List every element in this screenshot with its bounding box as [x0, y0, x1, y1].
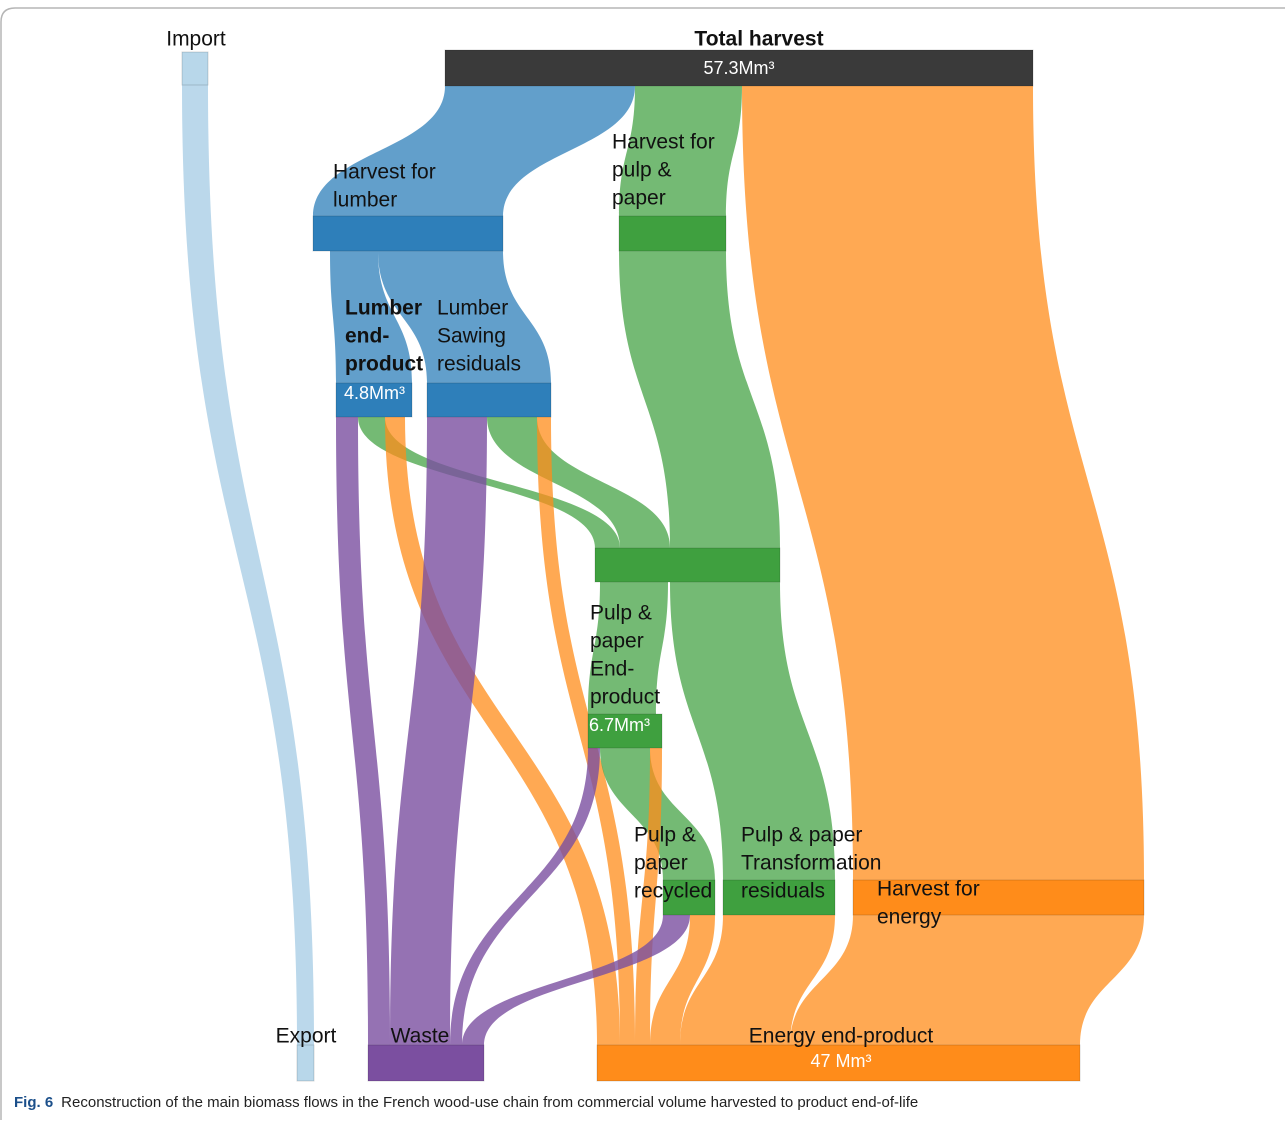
flow: [790, 915, 1144, 1045]
node-label: residuals: [741, 880, 825, 903]
node-label: paper: [612, 187, 666, 210]
node-value: 6.7Mm³: [589, 715, 650, 735]
node-label: recycled: [634, 880, 712, 903]
node-label: Export: [276, 1025, 337, 1048]
node: [444, 49, 1034, 87]
node: [181, 51, 209, 86]
node: [852, 879, 1145, 916]
flow: [385, 417, 620, 1045]
flow: [537, 417, 635, 1045]
flow: [450, 748, 600, 1045]
node: [296, 1044, 315, 1082]
flow: [588, 582, 668, 714]
node-label: paper: [634, 852, 688, 875]
node-label: product: [590, 686, 660, 709]
node-label: Transformation: [741, 852, 881, 875]
node-label: Harvest for: [877, 878, 980, 901]
flow: [336, 417, 390, 1045]
caption: Fig. 6 Reconstruction of the main biomass…: [14, 1094, 918, 1111]
flow: [358, 417, 620, 548]
node: [618, 215, 727, 252]
flow: [742, 86, 1144, 880]
flow: [680, 915, 835, 1045]
node-label: Pulp &: [590, 602, 652, 625]
node-label: Harvest for: [612, 131, 715, 154]
node: [312, 215, 504, 252]
node-label: Waste: [391, 1025, 450, 1048]
flow: [313, 86, 635, 216]
node: [587, 713, 663, 749]
flow: [619, 251, 780, 548]
node-label: Energy end-product: [749, 1025, 934, 1048]
node-label: lumber: [333, 189, 397, 212]
node: [722, 879, 836, 916]
flows: [182, 85, 1144, 1045]
node-label: residuals: [437, 353, 521, 376]
node: [594, 547, 781, 583]
flow: [462, 915, 690, 1045]
node-label: pulp &: [612, 159, 672, 182]
node-label: Lumber: [345, 297, 422, 320]
node-value: 57.3Mm³: [703, 58, 774, 78]
flow: [487, 417, 670, 548]
node: [662, 879, 716, 916]
node-label: Total harvest: [694, 28, 823, 51]
node-label: paper: [590, 630, 644, 653]
caption-text: Reconstruction of the main biomass flows…: [61, 1094, 918, 1111]
node: [596, 1044, 1081, 1082]
flow: [378, 251, 551, 383]
node-label: Pulp &: [634, 824, 696, 847]
node-label: Import: [166, 28, 226, 51]
node-label: energy: [877, 906, 942, 929]
node-value: 47 Mm³: [810, 1051, 871, 1071]
caption-label: Fig. 6: [14, 1094, 53, 1111]
flow: [330, 251, 412, 383]
flow: [390, 417, 487, 1045]
node: [367, 1044, 485, 1082]
node-label: Sawing: [437, 325, 506, 348]
flow: [650, 915, 715, 1045]
flow: [619, 86, 742, 216]
flow: [635, 748, 662, 1045]
node-label: Pulp & paper: [741, 824, 862, 847]
node-label: Lumber: [437, 297, 508, 320]
nodes: Import Total harvest 57.3Mm³ Harvest for lum…: [166, 28, 1145, 1082]
node: [426, 382, 552, 418]
node-label: end-: [345, 325, 389, 348]
frame: [0, 7, 1285, 1120]
node-label: product: [345, 353, 423, 376]
flow: [182, 85, 314, 1045]
node-label: Harvest for: [333, 161, 436, 184]
flow: [670, 582, 835, 880]
node: [335, 382, 413, 418]
node-value: 4.8Mm³: [344, 383, 405, 403]
node-label: End-: [590, 658, 634, 681]
